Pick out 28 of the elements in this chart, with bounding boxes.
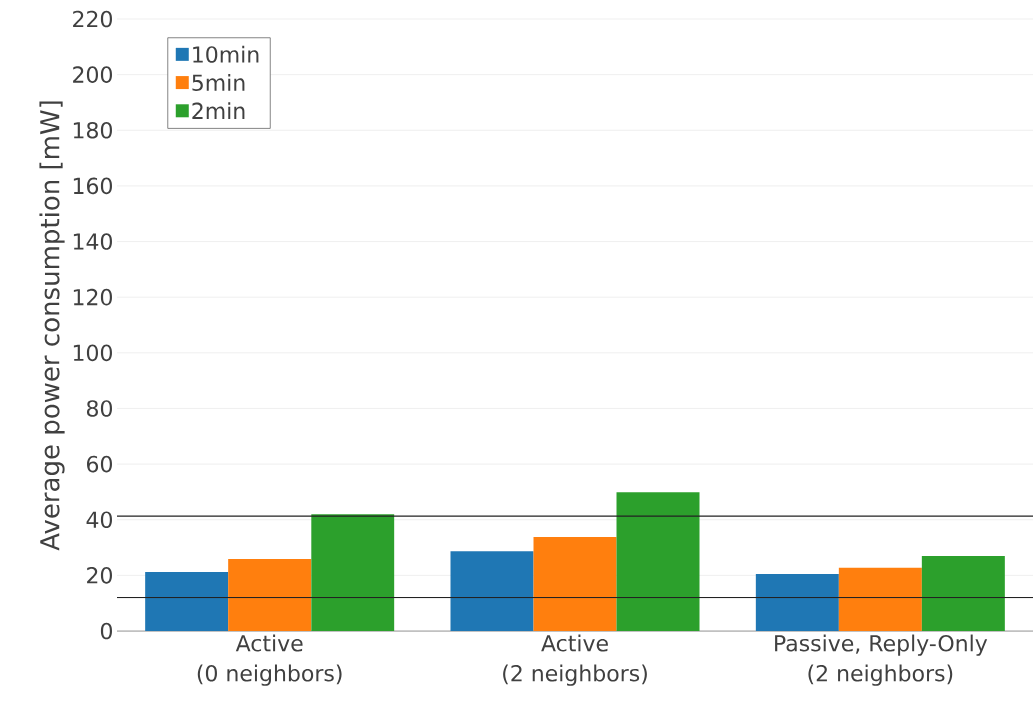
y-tick-label: 180 — [73, 121, 112, 139]
y-tick-label: 160 — [73, 177, 112, 195]
legend-label: 5min — [192, 73, 245, 91]
bar — [616, 492, 700, 631]
bar — [921, 555, 1005, 631]
y-tick-label: 200 — [73, 66, 112, 83]
bar — [450, 551, 534, 631]
bar — [838, 567, 922, 631]
y-axis-title: Average power consumption [mW] — [39, 101, 65, 551]
y-tick-label: 40 — [86, 511, 112, 529]
bar — [228, 558, 312, 631]
y-tick-label: 120 — [73, 288, 112, 306]
x-tick-label: Passive, Reply-Only (2 neighbors) — [775, 634, 988, 686]
bar — [145, 572, 229, 631]
y-tick-label: 220 — [73, 10, 112, 28]
legend-label: 2min — [192, 102, 245, 119]
bar — [311, 514, 395, 631]
x-tick-label: Active (2 neighbors) — [503, 634, 647, 686]
y-tick-label: 80 — [86, 400, 112, 417]
x-tick-label: Active (0 neighbors) — [197, 634, 342, 686]
legend-label: 10min — [193, 45, 259, 63]
y-tick-label: 60 — [87, 455, 112, 473]
y-tick-label: 100 — [73, 344, 112, 362]
bar — [533, 536, 617, 631]
y-tick-label: 140 — [73, 233, 112, 250]
y-tick-label: 20 — [87, 567, 112, 584]
y-tick-label: 0 — [100, 622, 112, 640]
bar — [755, 573, 839, 631]
